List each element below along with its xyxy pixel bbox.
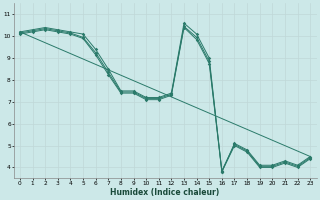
X-axis label: Humidex (Indice chaleur): Humidex (Indice chaleur) [110, 188, 220, 197]
